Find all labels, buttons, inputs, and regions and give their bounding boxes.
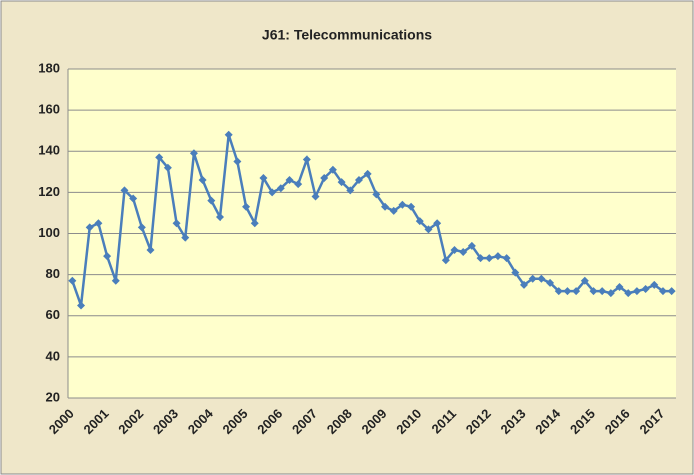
- data-point: [250, 219, 259, 228]
- y-tick-label: 100: [38, 225, 60, 240]
- data-point: [572, 287, 581, 296]
- data-point: [528, 274, 537, 283]
- data-point: [85, 223, 94, 232]
- y-tick-label: 60: [46, 307, 60, 322]
- data-point: [667, 287, 676, 296]
- data-point: [268, 188, 277, 197]
- y-tick-label: 160: [38, 102, 60, 117]
- data-point: [363, 169, 372, 178]
- data-point: [433, 219, 442, 228]
- data-point: [311, 192, 320, 201]
- data-point: [598, 287, 607, 296]
- data-point: [120, 186, 129, 195]
- data-point: [242, 202, 251, 211]
- data-point: [485, 254, 494, 263]
- data-point: [650, 280, 659, 289]
- data-point: [163, 163, 172, 172]
- data-point: [563, 287, 572, 296]
- data-point: [615, 282, 624, 291]
- data-point: [589, 287, 598, 296]
- data-point: [259, 173, 268, 182]
- data-point: [198, 176, 207, 185]
- data-point: [189, 149, 198, 158]
- data-point: [546, 278, 555, 287]
- data-point: [580, 276, 589, 285]
- data-point: [276, 184, 285, 193]
- data-point: [407, 202, 416, 211]
- data-point: [554, 287, 563, 296]
- data-point: [328, 165, 337, 174]
- data-point: [415, 217, 424, 226]
- data-point: [346, 186, 355, 195]
- data-point: [511, 268, 520, 277]
- data-point: [181, 233, 190, 242]
- data-point: [94, 219, 103, 228]
- data-point: [146, 245, 155, 254]
- data-point: [224, 130, 233, 139]
- data-point: [441, 256, 450, 265]
- data-point: [424, 225, 433, 234]
- data-point: [658, 287, 667, 296]
- data-point: [172, 219, 181, 228]
- data-point: [476, 254, 485, 263]
- data-point: [632, 287, 641, 296]
- chart-title: J61: Telecommunications: [262, 27, 432, 43]
- data-point: [624, 289, 633, 298]
- y-tick-label: 40: [46, 348, 60, 363]
- data-point: [606, 289, 615, 298]
- data-point: [459, 248, 468, 257]
- data-point: [137, 223, 146, 232]
- data-point: [537, 274, 546, 283]
- data-point: [129, 194, 138, 203]
- y-tick-label: 120: [38, 184, 60, 199]
- data-point: [233, 157, 242, 166]
- data-point: [641, 285, 650, 294]
- data-point: [381, 202, 390, 211]
- y-tick-label: 180: [38, 60, 60, 75]
- data-point: [337, 178, 346, 187]
- data-point: [372, 190, 381, 199]
- data-point: [520, 280, 528, 289]
- data-point: [398, 200, 407, 209]
- data-point: [389, 206, 398, 215]
- data-point: [467, 241, 476, 250]
- y-tick-label: 80: [46, 266, 60, 281]
- data-point: [285, 176, 294, 185]
- data-point: [354, 176, 363, 185]
- data-point: [216, 213, 224, 222]
- y-tick-label: 140: [38, 143, 60, 158]
- series-line: [71, 134, 672, 306]
- data-point: [111, 276, 120, 285]
- data-point: [155, 153, 164, 162]
- data-point: [320, 173, 329, 182]
- data-point: [493, 252, 502, 261]
- data-point: [103, 252, 112, 261]
- data-point: [502, 254, 511, 263]
- data-point: [450, 245, 459, 254]
- data-point: [68, 276, 77, 285]
- data-point: [77, 301, 86, 310]
- data-point: [294, 180, 303, 189]
- y-tick-label: 20: [46, 389, 60, 404]
- data-point: [207, 196, 216, 205]
- data-point: [302, 155, 311, 164]
